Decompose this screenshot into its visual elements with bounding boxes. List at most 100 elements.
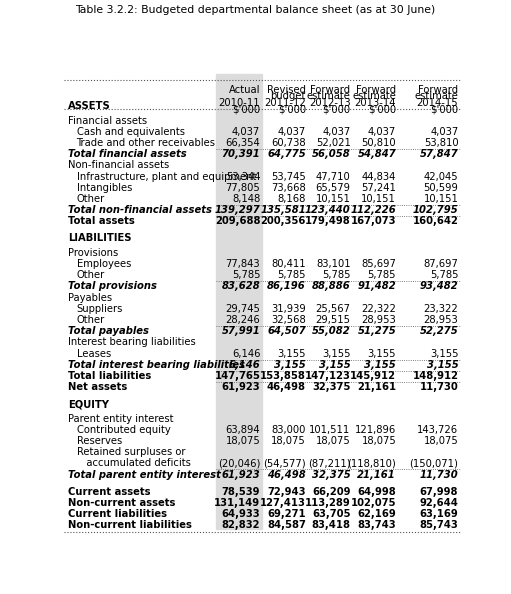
Text: 46,498: 46,498: [267, 470, 306, 480]
Text: (118,810): (118,810): [347, 459, 396, 469]
Text: 3,155: 3,155: [427, 360, 458, 370]
Text: 10,151: 10,151: [424, 194, 458, 204]
Text: 127,413: 127,413: [260, 498, 306, 508]
Text: 31,939: 31,939: [271, 304, 306, 314]
Text: 145,912: 145,912: [350, 371, 396, 381]
Text: Contributed equity: Contributed equity: [77, 425, 170, 435]
Text: 32,568: 32,568: [271, 315, 306, 325]
Text: 51,275: 51,275: [357, 326, 396, 336]
Text: 93,482: 93,482: [420, 282, 458, 292]
Text: 5,785: 5,785: [322, 270, 351, 280]
Text: estimate: estimate: [414, 91, 458, 101]
Text: (87,211): (87,211): [308, 459, 351, 469]
Text: Non-financial assets: Non-financial assets: [68, 160, 169, 170]
Text: 55,082: 55,082: [312, 326, 351, 336]
Text: 29,515: 29,515: [316, 315, 351, 325]
Text: 10,151: 10,151: [316, 194, 351, 204]
Text: 18,075: 18,075: [271, 436, 306, 446]
Text: 167,073: 167,073: [351, 216, 396, 226]
Text: 209,688: 209,688: [215, 216, 260, 226]
Text: 25,567: 25,567: [316, 304, 351, 314]
Text: 53,344: 53,344: [226, 172, 260, 182]
Text: 80,411: 80,411: [271, 259, 306, 269]
Text: Non-current assets: Non-current assets: [68, 498, 175, 508]
Text: Table 3.2.2: Budgeted departmental balance sheet (as at 30 June): Table 3.2.2: Budgeted departmental balan…: [76, 5, 435, 15]
Text: 83,743: 83,743: [358, 520, 396, 530]
Text: Total liabilities: Total liabilities: [68, 371, 151, 381]
Text: Total non-financial assets: Total non-financial assets: [68, 206, 212, 215]
Text: Current liabilities: Current liabilities: [68, 509, 167, 519]
Text: 52,021: 52,021: [316, 138, 351, 148]
Text: 3,155: 3,155: [322, 349, 351, 359]
Text: Revised: Revised: [267, 85, 306, 95]
Text: accumulated deficits: accumulated deficits: [77, 459, 191, 469]
Text: 21,161: 21,161: [357, 383, 396, 392]
Text: 121,896: 121,896: [355, 425, 396, 435]
Text: 32,375: 32,375: [312, 383, 351, 392]
Text: 28,246: 28,246: [225, 315, 260, 325]
Text: 135,581: 135,581: [260, 206, 306, 215]
Text: 2012-13: 2012-13: [309, 98, 351, 108]
Text: 62,169: 62,169: [357, 509, 396, 519]
Text: 44,834: 44,834: [362, 172, 396, 182]
Text: budget: budget: [270, 91, 306, 101]
Text: 47,710: 47,710: [316, 172, 351, 182]
Text: 4,037: 4,037: [322, 127, 351, 137]
Text: Payables: Payables: [68, 293, 112, 303]
Text: 5,785: 5,785: [232, 270, 260, 280]
Text: 2014-15: 2014-15: [416, 98, 458, 108]
Text: 78,539: 78,539: [222, 486, 260, 497]
Text: Infrastructure, plant and equipment: Infrastructure, plant and equipment: [77, 172, 256, 182]
Text: Provisions: Provisions: [68, 248, 118, 258]
Text: 88,886: 88,886: [312, 282, 351, 292]
Text: 22,322: 22,322: [361, 304, 396, 314]
Text: $'000: $'000: [322, 105, 351, 115]
Text: 8,168: 8,168: [277, 194, 306, 204]
Text: EQUITY: EQUITY: [68, 399, 109, 409]
Text: estimate: estimate: [307, 91, 351, 101]
Text: 57,847: 57,847: [420, 149, 458, 159]
Text: 4,037: 4,037: [430, 127, 458, 137]
Text: Total payables: Total payables: [68, 326, 149, 336]
Text: 11,730: 11,730: [420, 383, 458, 392]
Text: 200,356: 200,356: [261, 216, 306, 226]
Text: 179,498: 179,498: [305, 216, 351, 226]
Text: 18,075: 18,075: [424, 436, 458, 446]
Text: Total financial assets: Total financial assets: [68, 149, 187, 159]
Text: Intangibles: Intangibles: [77, 183, 132, 193]
Text: 65,579: 65,579: [316, 183, 351, 193]
Text: Parent entity interest: Parent entity interest: [68, 413, 173, 424]
Text: $'000: $'000: [232, 105, 260, 115]
Text: 42,045: 42,045: [424, 172, 458, 182]
Text: Total parent entity interest: Total parent entity interest: [68, 470, 221, 480]
Text: 2013-14: 2013-14: [355, 98, 396, 108]
Text: 63,894: 63,894: [226, 425, 260, 435]
Text: 63,705: 63,705: [312, 509, 351, 519]
Text: 147,765: 147,765: [215, 371, 260, 381]
Text: (20,046): (20,046): [218, 459, 260, 469]
Text: 82,832: 82,832: [222, 520, 260, 530]
Text: 147,123: 147,123: [305, 371, 351, 381]
Text: 3,155: 3,155: [430, 349, 458, 359]
Text: 3,155: 3,155: [277, 349, 306, 359]
Text: Current assets: Current assets: [68, 486, 150, 497]
Text: 32,375: 32,375: [312, 470, 351, 480]
Text: Financial assets: Financial assets: [68, 116, 147, 125]
Text: 3,155: 3,155: [367, 349, 396, 359]
Text: 72,943: 72,943: [267, 486, 306, 497]
Text: 2010-11: 2010-11: [219, 98, 260, 108]
Text: 54,847: 54,847: [357, 149, 396, 159]
Text: Other: Other: [77, 270, 105, 280]
Text: Forward: Forward: [356, 85, 396, 95]
Text: 87,697: 87,697: [424, 259, 458, 269]
Text: 102,795: 102,795: [412, 206, 458, 215]
Text: 84,587: 84,587: [267, 520, 306, 530]
Text: estimate: estimate: [352, 91, 396, 101]
Text: 4,037: 4,037: [368, 127, 396, 137]
Text: 53,810: 53,810: [424, 138, 458, 148]
Text: Net assets: Net assets: [68, 383, 127, 392]
Text: 46,498: 46,498: [267, 383, 306, 392]
Text: 6,146: 6,146: [228, 360, 260, 370]
Text: 77,805: 77,805: [225, 183, 260, 193]
Text: 23,322: 23,322: [424, 304, 458, 314]
